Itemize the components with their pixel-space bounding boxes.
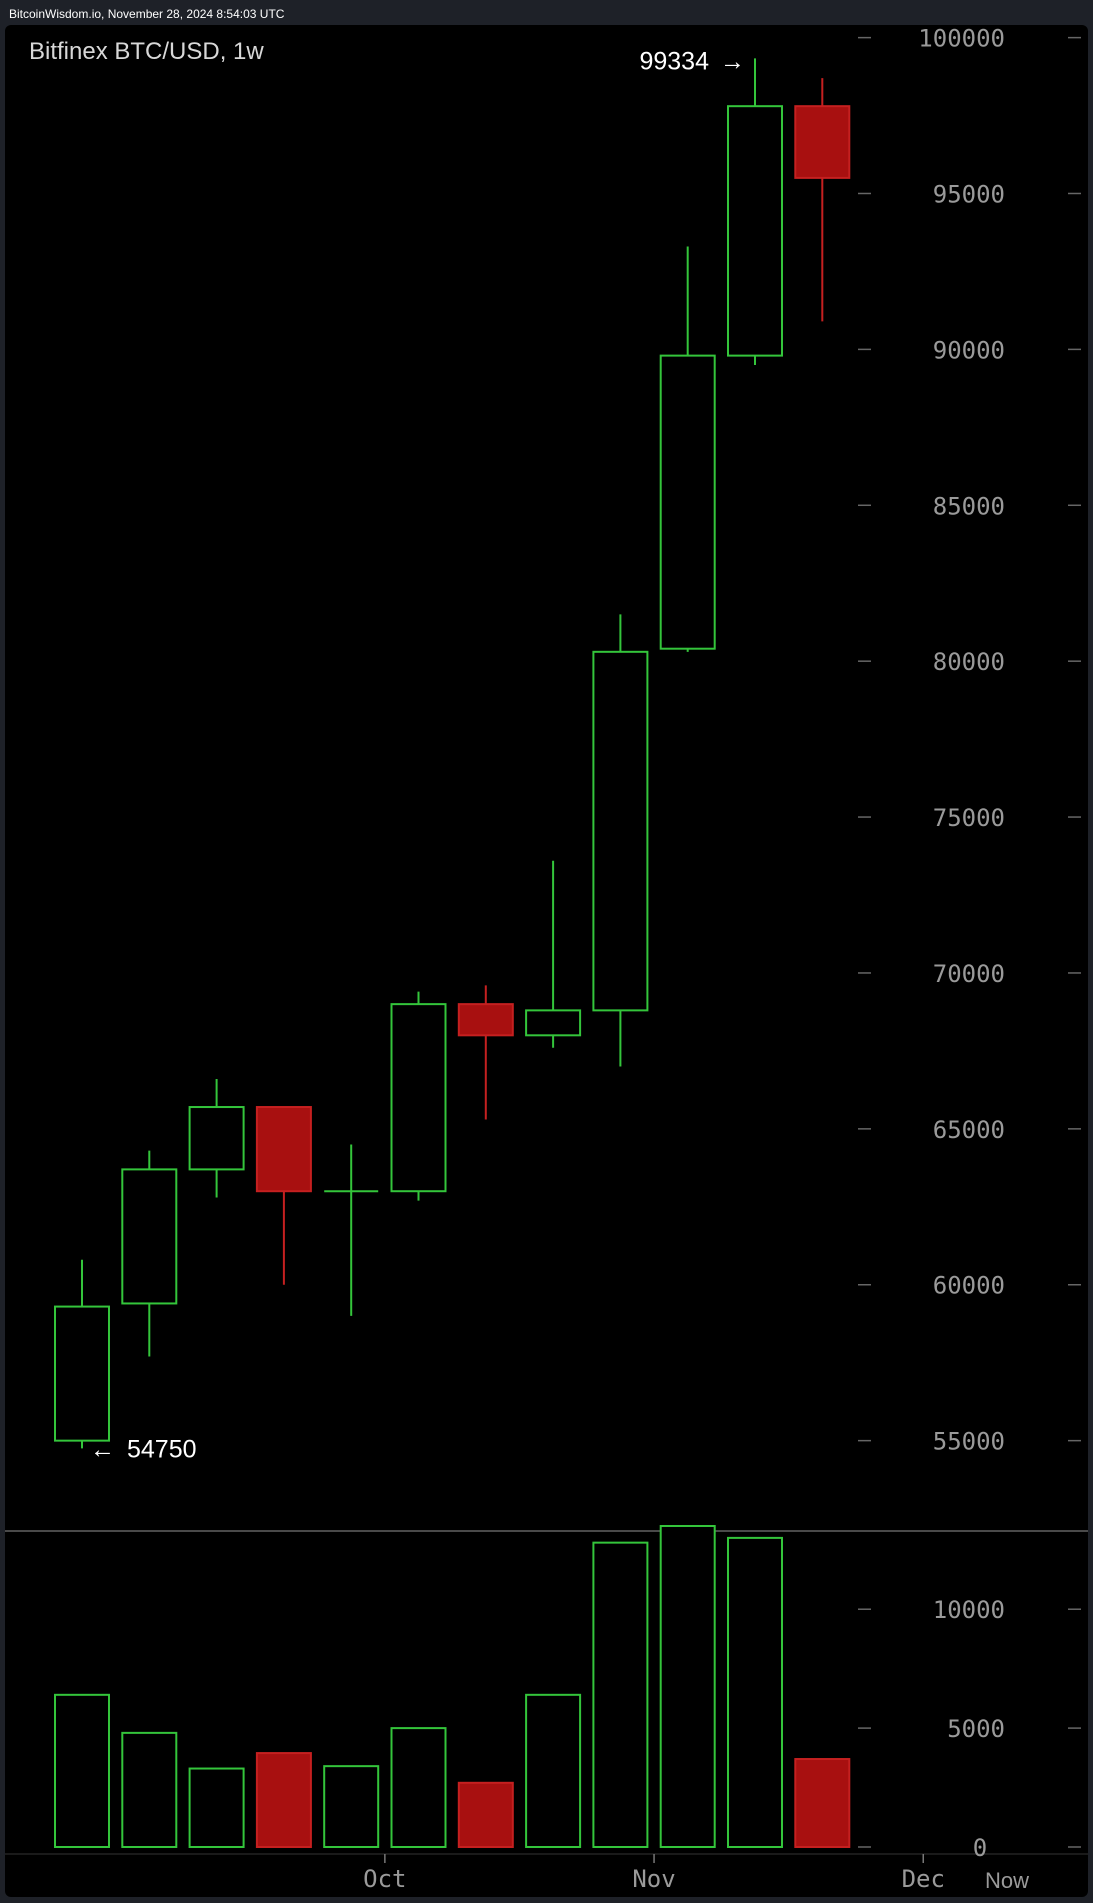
- price-tick-label: 65000: [933, 1116, 1005, 1144]
- low-marker-value: 54750: [127, 1435, 197, 1463]
- price-tick-label: 85000: [933, 492, 1005, 520]
- candle-body: [592, 650, 649, 1012]
- volume-tick-label: 10000: [933, 1596, 1005, 1624]
- volume-bar: [121, 1731, 178, 1849]
- low-marker-arrow: ←: [90, 1435, 115, 1463]
- high-marker-arrow: →: [720, 47, 745, 75]
- x-tick-label: Oct: [363, 1865, 406, 1893]
- candle-body: [659, 354, 716, 650]
- x-axis: Oct Nov Dec Now: [363, 1854, 1029, 1893]
- candle-body: [457, 1003, 514, 1037]
- price-tick-label: 75000: [933, 804, 1005, 832]
- candle-body: [121, 1168, 178, 1305]
- volume-bar: [188, 1767, 245, 1848]
- candle: [121, 1150, 178, 1357]
- volume-bar: [727, 1536, 783, 1849]
- price-tick-label: 60000: [933, 1272, 1005, 1300]
- price-tick-label: 95000: [933, 180, 1005, 208]
- candle: [727, 58, 783, 365]
- candle: [255, 1106, 312, 1285]
- volume-bar: [794, 1758, 851, 1848]
- candle-body: [727, 105, 783, 357]
- now-label: Now: [985, 1868, 1029, 1893]
- candle: [659, 246, 716, 652]
- candle: [525, 860, 582, 1048]
- volume-bar: [54, 1693, 110, 1849]
- candle-body: [794, 105, 851, 179]
- x-tick-label: Dec: [902, 1865, 945, 1893]
- timestamp-text: BitcoinWisdom.io, November 28, 2024 8:54…: [9, 7, 285, 21]
- candle: [457, 985, 514, 1120]
- candle: [592, 614, 649, 1067]
- candle: [188, 1078, 245, 1198]
- high-marker-value: 99334: [639, 47, 709, 75]
- chart-panel[interactable]: Bitfinex BTC/USD, 1w 100000 95000 90000 850…: [5, 25, 1088, 1897]
- volume-bar: [255, 1752, 312, 1848]
- volume-tick-label: 5000: [947, 1715, 1005, 1743]
- volume-bar: [525, 1693, 582, 1849]
- volume-bar: [659, 1525, 716, 1848]
- candle: [324, 1144, 379, 1316]
- volume-bar: [592, 1541, 649, 1848]
- x-tick-label: Nov: [632, 1865, 675, 1893]
- candle-body: [390, 1003, 447, 1193]
- candle-body: [255, 1106, 312, 1193]
- candle: [390, 991, 447, 1201]
- volume-bars-layer: [54, 1525, 851, 1849]
- candle-body: [188, 1106, 245, 1171]
- price-tick-label: 70000: [933, 960, 1005, 988]
- candle-body: [54, 1305, 110, 1442]
- price-axis: 100000 95000 90000 85000 80000 75000 70000 6500…: [858, 25, 1081, 1456]
- volume-bar: [457, 1781, 514, 1849]
- candles-layer: [54, 58, 851, 1449]
- volume-bar: [390, 1727, 447, 1848]
- candle: [54, 1259, 110, 1449]
- price-tick-label: 90000: [933, 336, 1005, 364]
- price-tick-label: 55000: [933, 1428, 1005, 1456]
- top-bar: BitcoinWisdom.io, November 28, 2024 8:54…: [0, 0, 1093, 26]
- volume-tick-label: 0: [973, 1834, 987, 1862]
- price-markers: 99334 → ← 54750: [90, 47, 745, 1463]
- volume-axis: 10000 5000 0: [858, 1596, 1081, 1862]
- price-tick-label: 80000: [933, 648, 1005, 676]
- volume-bar: [323, 1765, 380, 1848]
- candle: [794, 78, 851, 322]
- candle-body: [525, 1009, 582, 1037]
- price-tick-label: 100000: [918, 25, 1005, 53]
- chart-title: Bitfinex BTC/USD, 1w: [29, 38, 264, 65]
- candlestick-chart[interactable]: Bitfinex BTC/USD, 1w 1000009500090000850…: [5, 25, 1088, 1897]
